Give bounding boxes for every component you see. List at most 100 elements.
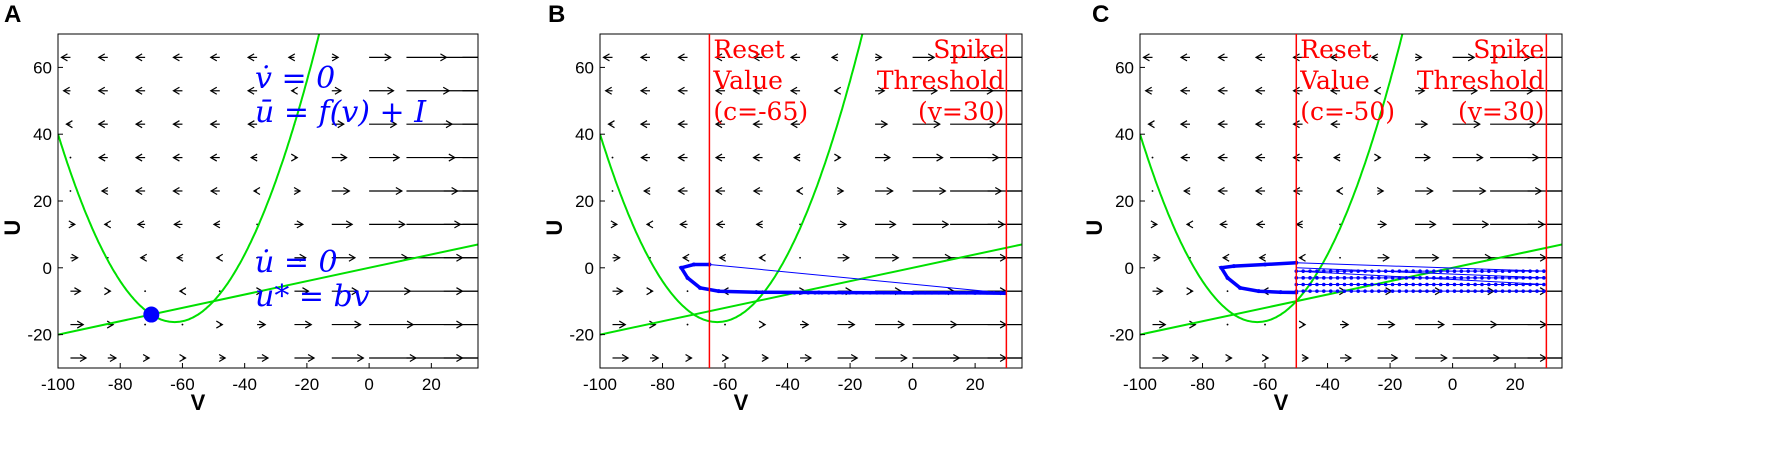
vector-field-arrow — [209, 86, 220, 95]
trajectory-point — [1356, 269, 1360, 273]
vector-arrow-head — [1056, 354, 1062, 361]
vector-field-arrow — [136, 220, 146, 229]
trajectory-point — [1459, 289, 1464, 293]
vector-field-arrow — [1183, 186, 1191, 195]
vector-field-arrow — [611, 190, 614, 192]
vector-field-arrow — [1415, 53, 1423, 62]
trajectory-point — [964, 291, 969, 295]
vector-arrow-head — [307, 353, 316, 362]
trajectory-point — [1438, 269, 1443, 273]
vector-arrow-head — [389, 120, 398, 129]
trajectory-point — [1418, 276, 1422, 280]
vector-field-arrow — [643, 186, 651, 195]
vector-field-arrow — [1006, 90, 1022, 92]
vector-field-arrow — [462, 290, 478, 292]
trajectory-point — [1521, 289, 1526, 293]
vector-field-arrow — [369, 53, 392, 62]
vector-arrow-head — [65, 120, 73, 129]
trajectory-point — [868, 291, 872, 295]
vector-arrow-head — [209, 186, 218, 195]
trajectory-point — [1377, 269, 1381, 273]
vector-field-arrow — [104, 287, 112, 296]
vector-field-arrow — [60, 53, 71, 62]
trajectory-point — [1219, 265, 1224, 270]
vector-field-arrow — [68, 220, 77, 229]
vector-arrow-head — [103, 220, 112, 229]
vector-arrow-head — [1056, 254, 1062, 261]
trajectory-point — [1425, 289, 1429, 293]
y-tick-label: 60 — [575, 58, 594, 77]
vector-field-arrow — [646, 287, 654, 296]
vector-field-arrow — [287, 53, 296, 62]
vector-field-arrow — [462, 56, 478, 58]
trajectory-point — [1349, 269, 1354, 273]
trajectory-point — [1315, 289, 1319, 293]
trajectory-point — [1335, 276, 1340, 280]
vector-field-arrow — [1546, 323, 1562, 326]
trajectory-point — [1542, 289, 1546, 293]
trajectory-point — [1377, 282, 1381, 287]
vector-field-arrow — [714, 153, 726, 162]
v-nullcline — [58, 34, 321, 324]
vector-arrow-head — [616, 287, 624, 296]
vector-arrow-head — [1382, 253, 1390, 262]
trajectory-point — [1542, 282, 1546, 287]
trajectory-point — [813, 291, 817, 295]
vector-field-arrow — [247, 120, 258, 129]
vector-field-arrow — [218, 290, 221, 293]
vector-arrow-head — [1292, 186, 1301, 195]
trajectory-point — [1487, 269, 1491, 273]
x-tick-label: -60 — [170, 375, 195, 394]
y-tick-label: 0 — [585, 259, 594, 278]
vector-field-arrow — [1340, 320, 1350, 329]
vector-field-arrow — [752, 153, 763, 162]
vector-arrow-head — [215, 253, 224, 262]
trajectory-point — [1377, 289, 1381, 293]
trajectory-point — [1390, 289, 1395, 293]
trajectory-point — [1521, 276, 1526, 280]
vector-field-arrow — [293, 186, 302, 195]
vector-field-arrow — [1301, 353, 1310, 362]
vector-field-arrow — [1292, 120, 1303, 129]
trajectory-point — [799, 291, 804, 295]
vector-arrow-head — [1038, 121, 1044, 128]
vector-arrow-head — [1254, 120, 1263, 129]
vector-arrow-head — [1329, 53, 1338, 62]
trajectory-point — [1493, 289, 1498, 293]
trajectory-point — [1315, 276, 1319, 280]
trajectory-point — [1493, 282, 1498, 287]
vector-field-arrow — [912, 53, 936, 62]
trajectory-point — [1521, 269, 1526, 273]
vector-arrow-head — [1388, 320, 1396, 329]
vector-field-arrow — [294, 320, 313, 329]
trajectory-point — [854, 291, 859, 295]
vector-arrow-head — [343, 186, 351, 195]
vector-arrow-head — [512, 187, 518, 194]
trajectory-point — [1459, 282, 1464, 287]
trajectory-point — [1487, 276, 1491, 280]
vector-arrow-head — [789, 53, 798, 62]
y-tick-label: 0 — [43, 259, 52, 278]
trajectory-point — [816, 290, 821, 295]
trajectory-point — [985, 291, 989, 295]
vector-arrow-head — [258, 320, 267, 329]
vector-arrow-head — [1431, 253, 1440, 262]
vector-field-arrow — [789, 86, 801, 95]
vector-arrow-head — [1258, 253, 1267, 262]
vector-field-arrow — [912, 186, 947, 195]
trajectory-point — [916, 291, 921, 295]
vector-arrow-head — [1179, 86, 1188, 95]
vector-arrow-head — [179, 353, 187, 362]
trajectory-point — [1308, 282, 1312, 287]
trajectory-point — [1466, 276, 1471, 280]
vector-field-arrow — [1546, 257, 1562, 259]
vector-field-arrow — [836, 186, 845, 195]
y-tick-label: 20 — [33, 192, 52, 211]
vector-field-arrow — [369, 86, 395, 95]
vector-field-arrow — [209, 186, 220, 195]
trajectory-point — [1342, 289, 1347, 293]
vector-field-arrow — [1374, 153, 1382, 162]
vector-field-arrow — [755, 220, 764, 229]
vector-field-arrow — [875, 186, 894, 195]
vector-arrow-head — [936, 153, 944, 162]
